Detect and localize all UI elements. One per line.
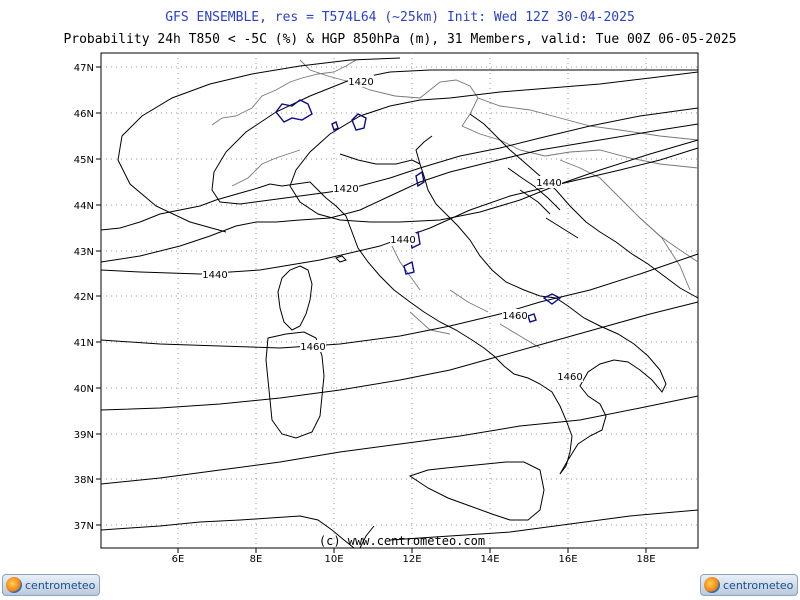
lon-label-10e: 10E: [324, 554, 343, 565]
contour-label-1440-central: 1440: [390, 235, 415, 246]
centrometeo-logo-left[interactable]: centrometeo: [2, 574, 100, 596]
logo-text: centrometeo: [723, 578, 794, 592]
lon-label-8e: 8E: [250, 554, 263, 565]
lon-label-6e: 6E: [172, 554, 185, 565]
lat-label-39n: 39N: [74, 430, 94, 441]
globe-icon: [6, 577, 22, 593]
lat-label-42n: 42N: [74, 292, 94, 303]
logo-text: centrometeo: [25, 578, 96, 592]
label-bg: [536, 176, 562, 188]
globe-icon: [704, 577, 720, 593]
lon-label-14e: 14E: [480, 554, 499, 565]
map-frame: [100, 52, 699, 549]
contour-label-1460-south: 1460: [557, 372, 582, 383]
probability-contours: [275, 99, 562, 323]
centrometeo-logo-right[interactable]: centrometeo: [700, 574, 798, 596]
lat-label-46n: 46N: [74, 109, 94, 120]
label-bg: [333, 182, 359, 194]
label-bg: [348, 75, 374, 87]
contour-label-1420-north: 1420: [348, 77, 373, 88]
lat-label-44n: 44N: [74, 201, 94, 212]
lon-label-18e: 18E: [636, 554, 655, 565]
label-bg: [557, 370, 583, 382]
lat-label-47n: 47N: [74, 63, 94, 74]
label-bg: [390, 233, 416, 245]
label-bg: [300, 340, 326, 352]
label-bg: [502, 309, 528, 321]
lat-label-40n: 40N: [74, 384, 94, 395]
lat-label-45n: 45N: [74, 155, 94, 166]
lon-label-12e: 12E: [402, 554, 421, 565]
lon-label-16e: 16E: [558, 554, 577, 565]
contour-label-1460-east: 1460: [502, 311, 527, 322]
contour-label-1440-adriatic: 1440: [536, 178, 561, 189]
country-borders: [211, 59, 699, 349]
axis-ticks: [96, 66, 647, 553]
lat-label-43n: 43N: [74, 247, 94, 258]
height-contours: [100, 57, 699, 541]
lat-label-38n: 38N: [74, 475, 94, 486]
lat-label-41n: 41N: [74, 338, 94, 349]
map-title: GFS ENSEMBLE, res = T574L64 (~25km) Init…: [165, 10, 635, 25]
contour-label-1440-west: 1440: [202, 270, 227, 281]
lat-label-37n: 37N: [74, 521, 94, 532]
coastlines: [100, 113, 699, 549]
copyright-text: (c) www.centrometeo.com: [319, 534, 485, 548]
contour-label-1420-ligurian: 1420: [333, 184, 358, 195]
label-bg: [202, 268, 228, 280]
contour-label-1460-sardinia: 1460: [300, 342, 325, 353]
map-subtitle: Probability 24h T850 < -5C (%) & HGP 850…: [63, 32, 737, 47]
